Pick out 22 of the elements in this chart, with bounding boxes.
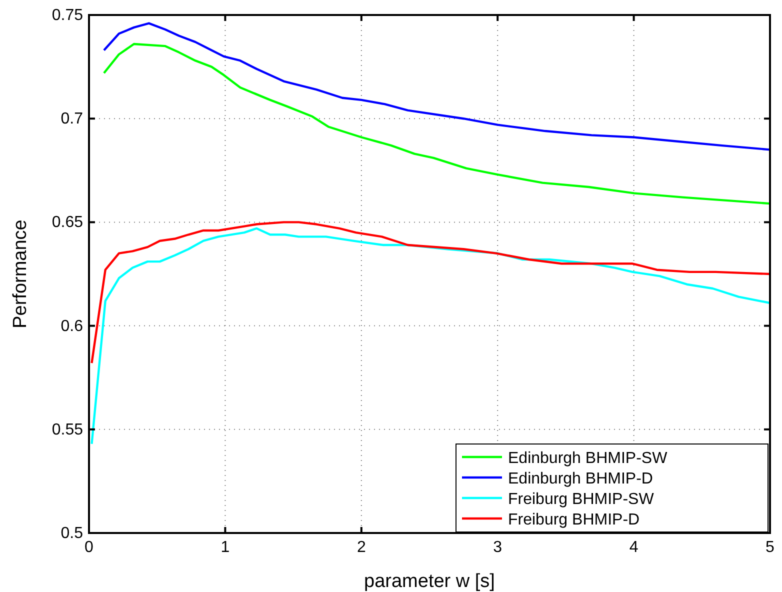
line-series: [90, 221, 772, 364]
x-axis-title: parameter w [s]: [364, 571, 495, 592]
x-tick-label: 2: [356, 539, 366, 556]
x-tick-label: 1: [220, 539, 230, 556]
line-series: [102, 42, 772, 205]
legend-label: Freiburg BHMIP-SW: [508, 491, 655, 508]
y-tick-label: 0.65: [52, 214, 84, 232]
x-tick-label: 5: [766, 539, 775, 556]
y-tick-label: 0.75: [52, 7, 84, 24]
y-tick-label: 0.7: [60, 110, 84, 128]
y-tick-label: 0.6: [60, 318, 84, 335]
x-tick-label: 4: [629, 539, 638, 556]
x-tick-label: 0: [84, 539, 94, 556]
x-tick-label: 3: [493, 539, 502, 556]
line-series: [90, 227, 772, 446]
legend-label: Edinburgh BHMIP-SW: [508, 450, 668, 467]
y-tick-label: 0.55: [52, 421, 84, 438]
line-series: [102, 22, 772, 151]
y-tick-label: 0.5: [60, 525, 84, 542]
y-axis-title: Performance: [10, 220, 31, 328]
legend-label: Freiburg BHMIP-D: [508, 512, 640, 528]
legend-label: Edinburgh BHMIP-D: [508, 470, 653, 488]
